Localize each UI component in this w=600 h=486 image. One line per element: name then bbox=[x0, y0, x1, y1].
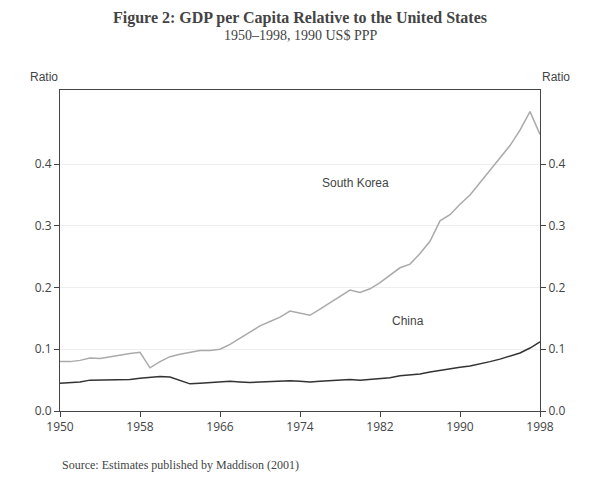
svg-text:0.2: 0.2 bbox=[548, 279, 565, 296]
svg-text:1950: 1950 bbox=[46, 418, 74, 435]
svg-text:Ratio: Ratio bbox=[542, 70, 570, 84]
svg-text:1990: 1990 bbox=[446, 418, 474, 435]
svg-text:China: China bbox=[392, 314, 424, 328]
svg-text:Source: Estimates published by: Source: Estimates published by Maddison … bbox=[62, 458, 299, 472]
svg-text:0.3: 0.3 bbox=[548, 217, 565, 234]
svg-text:0.0: 0.0 bbox=[35, 402, 52, 419]
svg-text:0.1: 0.1 bbox=[35, 340, 52, 357]
svg-text:0.0: 0.0 bbox=[548, 402, 565, 419]
svg-text:1966: 1966 bbox=[206, 418, 234, 435]
svg-text:0.2: 0.2 bbox=[35, 279, 52, 296]
svg-text:Figure 2: GDP per Capita Relat: Figure 2: GDP per Capita Relative to the… bbox=[113, 9, 487, 27]
svg-text:1950–1998, 1990 US$ PPP: 1950–1998, 1990 US$ PPP bbox=[224, 28, 377, 43]
svg-text:0.3: 0.3 bbox=[35, 217, 52, 234]
svg-text:South Korea: South Korea bbox=[322, 176, 389, 190]
svg-text:0.1: 0.1 bbox=[548, 340, 565, 357]
svg-text:1982: 1982 bbox=[366, 418, 394, 435]
svg-text:Ratio: Ratio bbox=[30, 70, 58, 84]
svg-text:0.4: 0.4 bbox=[35, 155, 52, 172]
svg-text:1998: 1998 bbox=[526, 418, 554, 435]
svg-text:0.4: 0.4 bbox=[548, 155, 565, 172]
svg-text:1958: 1958 bbox=[126, 418, 154, 435]
svg-text:1974: 1974 bbox=[286, 418, 314, 435]
